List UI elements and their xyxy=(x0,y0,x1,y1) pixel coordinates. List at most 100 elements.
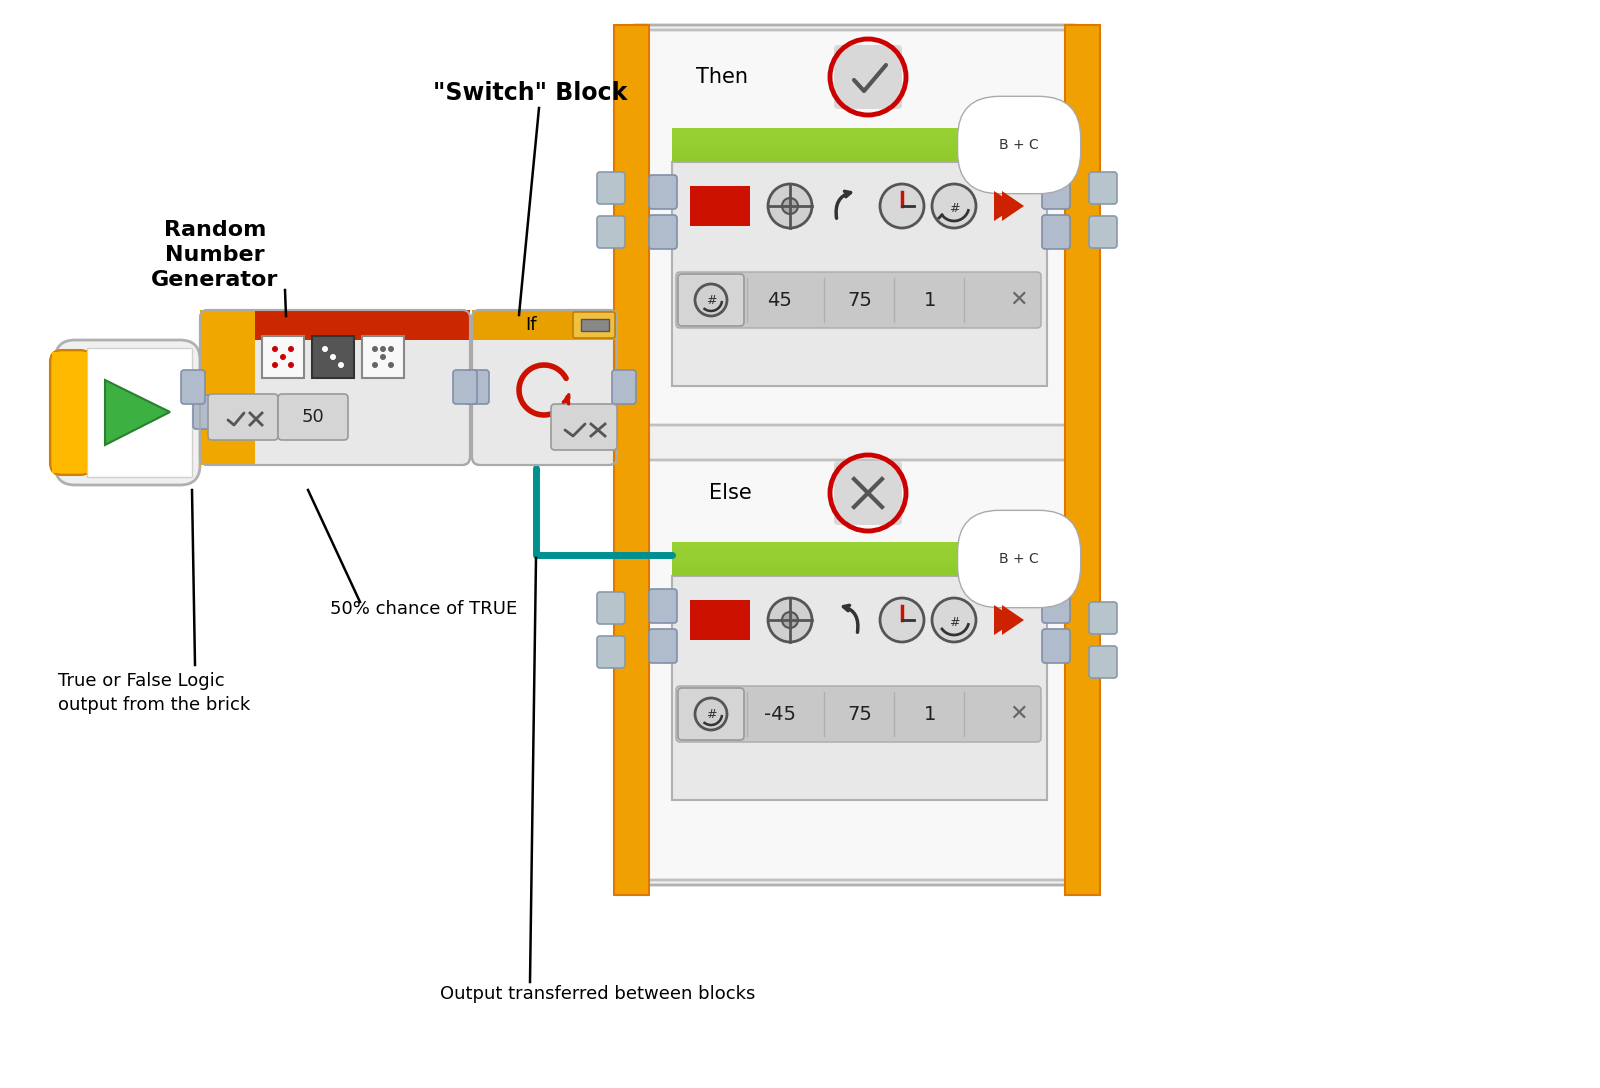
Bar xyxy=(51,353,86,473)
Bar xyxy=(51,353,86,473)
FancyBboxPatch shape xyxy=(1090,646,1117,678)
Bar xyxy=(51,353,86,473)
Text: #: # xyxy=(706,708,717,721)
Bar xyxy=(51,353,86,473)
Bar xyxy=(51,353,86,473)
Circle shape xyxy=(694,284,726,316)
Bar xyxy=(51,353,86,473)
Bar xyxy=(51,353,86,473)
Text: #: # xyxy=(706,295,717,308)
Circle shape xyxy=(768,184,813,228)
FancyBboxPatch shape xyxy=(453,370,477,404)
FancyBboxPatch shape xyxy=(466,370,490,404)
Bar xyxy=(51,353,86,473)
FancyBboxPatch shape xyxy=(650,629,677,663)
Bar xyxy=(672,162,1046,386)
FancyBboxPatch shape xyxy=(1042,629,1070,663)
Text: 50% chance of TRUE: 50% chance of TRUE xyxy=(330,599,517,618)
Bar xyxy=(51,353,86,473)
Bar xyxy=(51,353,86,473)
Bar xyxy=(51,353,86,473)
FancyBboxPatch shape xyxy=(194,395,218,429)
Bar xyxy=(200,310,470,339)
FancyBboxPatch shape xyxy=(1042,215,1070,249)
FancyBboxPatch shape xyxy=(1042,175,1070,209)
Circle shape xyxy=(280,354,286,360)
Text: #: # xyxy=(949,201,960,214)
Bar xyxy=(51,353,86,473)
Bar xyxy=(672,128,1046,162)
Text: #: # xyxy=(949,616,960,629)
Text: 1: 1 xyxy=(923,705,936,724)
Bar xyxy=(51,353,86,473)
Bar xyxy=(254,310,470,339)
FancyBboxPatch shape xyxy=(627,460,1082,880)
Circle shape xyxy=(880,184,925,228)
FancyBboxPatch shape xyxy=(278,394,349,440)
FancyBboxPatch shape xyxy=(573,312,614,338)
Bar xyxy=(614,25,650,895)
Bar xyxy=(51,353,86,473)
Circle shape xyxy=(782,198,798,214)
Circle shape xyxy=(387,346,394,353)
FancyBboxPatch shape xyxy=(1090,172,1117,205)
Bar xyxy=(51,353,86,473)
FancyBboxPatch shape xyxy=(181,370,205,404)
Bar xyxy=(362,336,403,378)
Bar xyxy=(51,353,86,473)
Circle shape xyxy=(272,362,278,368)
FancyBboxPatch shape xyxy=(597,217,626,248)
Bar xyxy=(51,353,86,473)
FancyBboxPatch shape xyxy=(597,592,626,625)
Text: 45: 45 xyxy=(768,290,792,309)
FancyBboxPatch shape xyxy=(200,310,470,465)
Circle shape xyxy=(381,346,386,353)
Circle shape xyxy=(330,354,336,360)
Circle shape xyxy=(931,184,976,228)
Bar xyxy=(1066,25,1101,895)
Polygon shape xyxy=(1002,191,1024,221)
Bar xyxy=(472,310,618,339)
FancyBboxPatch shape xyxy=(675,687,1042,742)
Text: B + C: B + C xyxy=(1000,552,1038,566)
Circle shape xyxy=(338,362,344,368)
Circle shape xyxy=(288,346,294,353)
Bar xyxy=(262,336,304,378)
Bar xyxy=(672,128,1046,162)
Text: "Switch" Block: "Switch" Block xyxy=(434,81,627,106)
Circle shape xyxy=(288,362,294,368)
FancyBboxPatch shape xyxy=(472,310,618,465)
Circle shape xyxy=(768,598,813,642)
FancyBboxPatch shape xyxy=(1090,217,1117,248)
FancyBboxPatch shape xyxy=(650,589,677,623)
Bar xyxy=(672,576,1046,800)
Bar xyxy=(51,353,86,473)
FancyBboxPatch shape xyxy=(834,461,902,526)
Bar xyxy=(51,353,86,473)
FancyBboxPatch shape xyxy=(1090,602,1117,634)
Bar xyxy=(690,186,750,226)
Circle shape xyxy=(782,611,798,628)
FancyBboxPatch shape xyxy=(678,688,744,740)
FancyBboxPatch shape xyxy=(550,404,618,450)
Polygon shape xyxy=(994,605,1018,635)
Bar xyxy=(51,353,86,473)
Circle shape xyxy=(371,362,378,368)
FancyBboxPatch shape xyxy=(650,215,677,249)
FancyBboxPatch shape xyxy=(597,172,626,205)
FancyBboxPatch shape xyxy=(834,45,902,109)
FancyBboxPatch shape xyxy=(54,339,200,485)
Polygon shape xyxy=(994,191,1018,221)
FancyBboxPatch shape xyxy=(597,636,626,668)
Text: 75: 75 xyxy=(848,705,872,724)
Bar xyxy=(581,319,610,331)
Polygon shape xyxy=(1002,605,1024,635)
FancyBboxPatch shape xyxy=(611,370,637,404)
Bar xyxy=(51,353,86,473)
Circle shape xyxy=(371,346,378,353)
FancyBboxPatch shape xyxy=(627,30,1082,425)
Bar xyxy=(51,353,86,473)
Text: ✕: ✕ xyxy=(1010,290,1029,310)
FancyBboxPatch shape xyxy=(1042,589,1070,623)
Text: Output transferred between blocks: Output transferred between blocks xyxy=(440,985,755,1003)
